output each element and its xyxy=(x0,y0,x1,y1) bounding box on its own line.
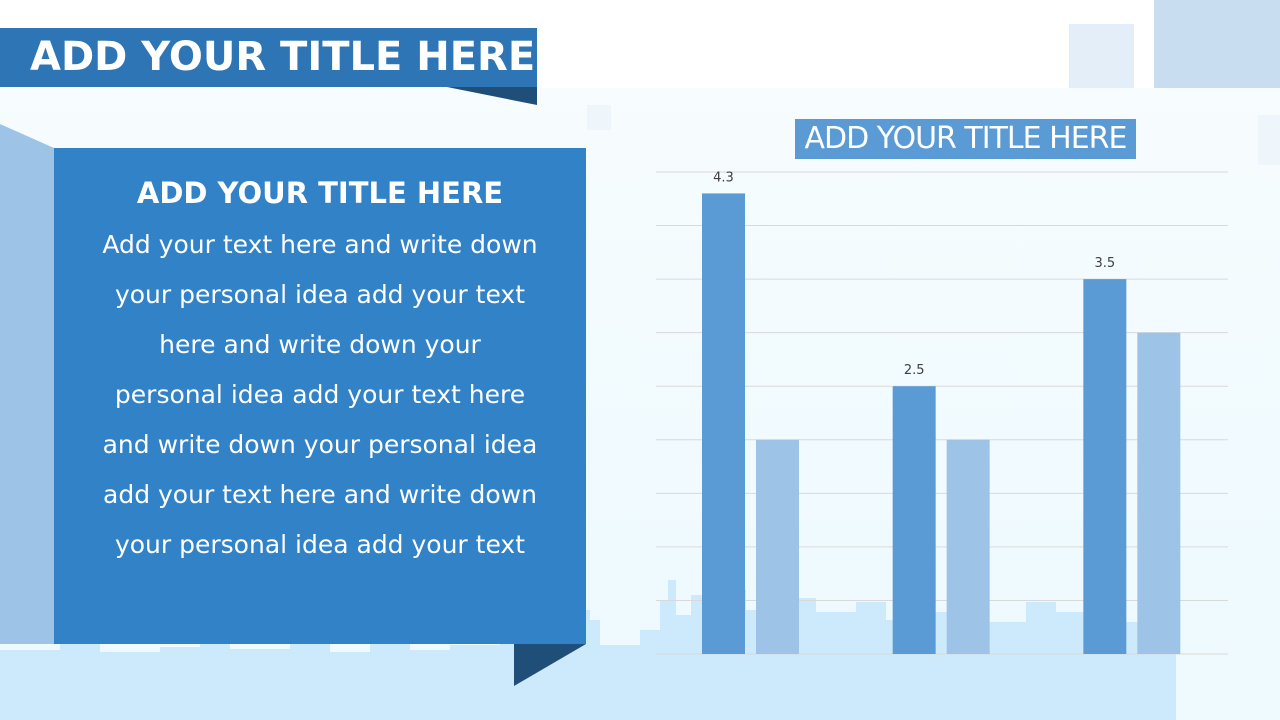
decor-square xyxy=(1154,0,1280,88)
data-label: 3.5 xyxy=(1094,256,1115,271)
bar-series1 xyxy=(892,386,936,654)
chart-title: ADD YOUR TITLE HERE xyxy=(795,119,1136,159)
text-box-title: ADD YOUR TITLE HERE xyxy=(136,176,504,210)
text-box-body: Add your text here and write down your p… xyxy=(102,230,538,559)
side-flap xyxy=(0,124,54,644)
decor-square xyxy=(587,105,611,130)
text-box: ADD YOUR TITLE HERE Add your text here a… xyxy=(54,148,586,644)
bar-series1 xyxy=(702,193,745,654)
bar-series2 xyxy=(756,439,799,654)
text-box-fold xyxy=(514,644,586,686)
bar-series1 xyxy=(1083,279,1127,654)
decor-square xyxy=(1258,115,1280,165)
data-label: 4.3 xyxy=(713,170,734,185)
bar-series2 xyxy=(946,439,990,654)
decor-square xyxy=(1069,24,1134,88)
title-ribbon-fold xyxy=(447,87,537,105)
bar-series2 xyxy=(1137,332,1181,654)
page-title: ADD YOUR TITLE HERE xyxy=(0,28,537,87)
data-label: 2.5 xyxy=(904,363,925,378)
